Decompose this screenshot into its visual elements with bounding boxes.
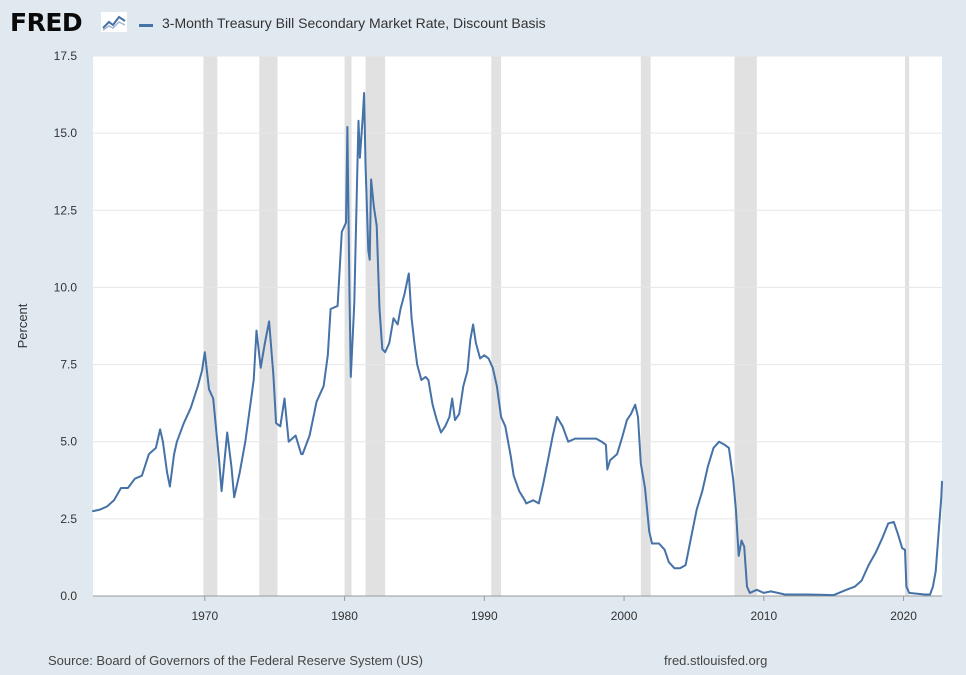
legend-series-swatch [139,24,153,27]
y-tick-label: 12.5 [54,203,78,217]
x-tick-label: 2020 [890,609,917,623]
recession-band [734,56,757,596]
plot-area [93,56,942,596]
y-tick-label: 0.0 [60,589,77,603]
recession-band [365,56,386,596]
fred-logo[interactable]: FRED [10,8,83,37]
y-tick-label: 2.5 [60,512,77,526]
y-tick-label: 7.5 [60,358,77,372]
recession-band [640,56,651,596]
legend-series-label: 3-Month Treasury Bill Secondary Market R… [162,15,546,31]
source-url[interactable]: fred.stlouisfed.org [664,653,768,668]
y-tick-label: 5.0 [60,435,77,449]
recession-band [203,56,218,596]
recession-band [904,56,910,596]
x-tick-label: 1980 [331,609,358,623]
header: FRED 3-Month Treasury Bill Secondary Mar… [0,0,966,46]
y-tick-label: 17.5 [54,49,78,63]
x-tick-label: 1970 [191,609,218,623]
series-line [92,92,943,597]
y-axis-label: Percent [15,303,30,348]
fred-graph-icon [101,12,127,32]
x-tick-label: 2000 [611,609,638,623]
x-tick-label: 2010 [750,609,777,623]
y-tick-label: 10.0 [54,280,78,294]
recession-band [344,56,352,596]
recession-band [491,56,502,596]
line-chart[interactable]: 0.0 2.5 5.0 7.5 10.0 12.5 15.0 17.5 1970 1980 1990… [0,0,966,640]
x-tick-label: 1990 [471,609,498,623]
y-tick-label: 15.0 [54,126,78,140]
source-note: Source: Board of Governors of the Federa… [48,653,423,668]
